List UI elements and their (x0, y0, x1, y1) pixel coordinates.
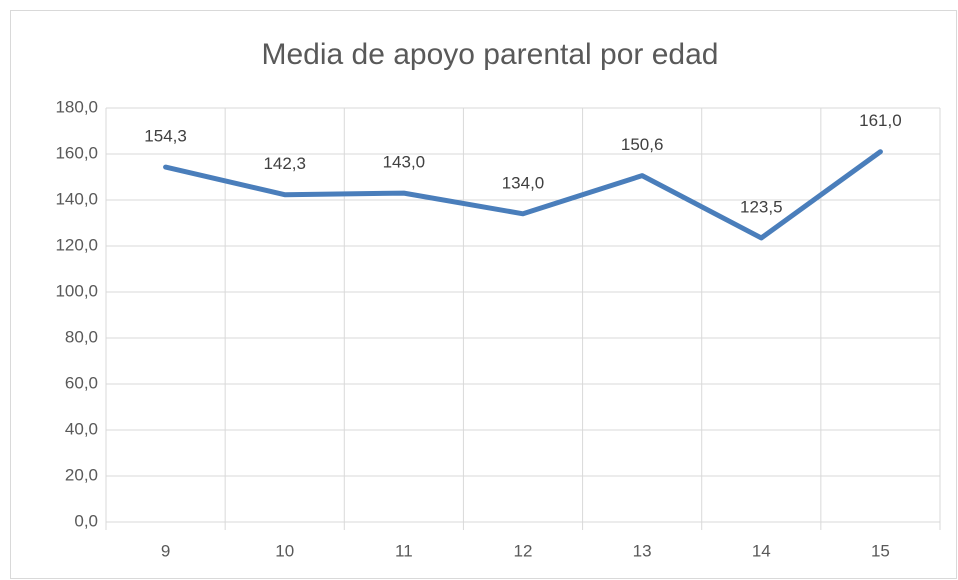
data-line (163, 149, 883, 241)
data-label: 143,0 (383, 153, 426, 172)
chart-border (10, 10, 957, 579)
data-label: 123,5 (740, 197, 783, 216)
y-tick-label: 100,0 (55, 281, 98, 300)
y-tick-label: 120,0 (55, 235, 98, 254)
x-tick-label: 9 (161, 541, 170, 560)
data-label: 134,0 (502, 173, 545, 192)
x-tick-label: 12 (514, 541, 533, 560)
x-tick-label: 10 (275, 541, 294, 560)
y-tick-label: 20,0 (65, 465, 98, 484)
x-tick-label: 14 (752, 541, 771, 560)
data-label: 142,3 (263, 154, 306, 173)
x-tick-label: 13 (633, 541, 652, 560)
y-tick-label: 60,0 (65, 373, 98, 392)
y-tick-label: 80,0 (65, 327, 98, 346)
x-tick-label: 15 (871, 541, 890, 560)
data-label: 161,0 (859, 111, 902, 130)
y-tick-label: 180,0 (55, 97, 98, 116)
chart-title: Media de apoyo parental por edad (261, 38, 718, 71)
data-label: 154,3 (144, 127, 187, 146)
y-tick-label: 40,0 (65, 419, 98, 438)
y-tick-label: 160,0 (55, 143, 98, 162)
x-tick-label: 11 (395, 541, 413, 560)
y-tick-label: 140,0 (55, 189, 98, 208)
data-label: 150,6 (621, 135, 664, 154)
y-tick-label: 0,0 (74, 511, 98, 530)
